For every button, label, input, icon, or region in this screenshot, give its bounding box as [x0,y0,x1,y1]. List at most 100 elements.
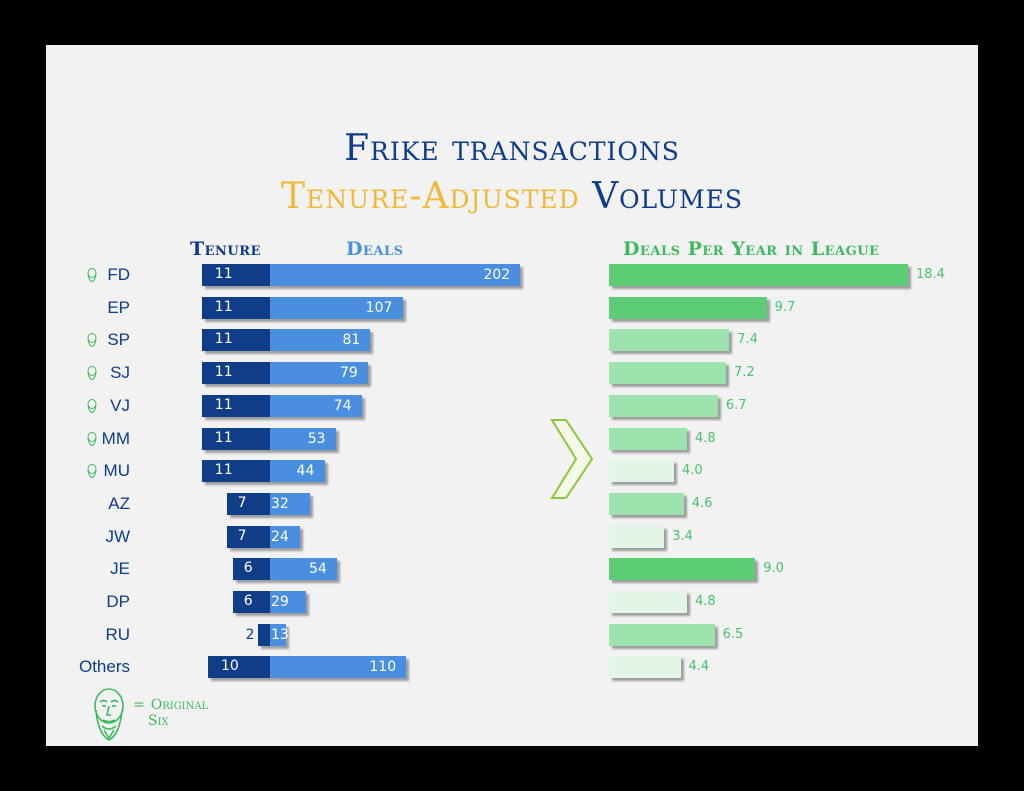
subtitle-highlight: Tenure-Adjusted [281,176,580,217]
category-label: DP [106,592,130,611]
deals-bar [270,525,300,548]
deals-per-year-value-label: 6.5 [722,626,744,642]
tenure-value-label: 7 [237,527,247,544]
deals-bar [270,296,403,319]
deals-per-year-bar [609,525,665,548]
deals-bar [270,362,368,385]
deals-per-year-bar [609,492,684,515]
tenure-bar [257,623,270,646]
deals-per-year-bar [609,460,674,483]
category-label: SJ [110,363,130,383]
deals-per-year-value-label: 6.7 [725,397,747,413]
deals-per-year-bar [609,394,718,417]
tenure-value-label: 7 [237,494,247,511]
tenure-value-label: 6 [243,593,253,609]
deals-bar [270,656,407,679]
tenure-value-label: 11 [214,396,233,413]
deals-bar [270,427,336,450]
deals-bar [270,591,306,613]
original-six-face-icon [87,333,97,348]
tenure-bar [226,492,270,515]
legend-line2: Six [148,713,169,729]
deals-bar [270,623,287,646]
tenure-bar [232,591,270,613]
tenure-value-label: 11 [214,298,233,315]
deals-value-label: 81 [342,332,361,349]
deals-bar [270,329,371,352]
tenure-bar [201,296,270,319]
deals-value-label: 53 [307,430,326,447]
legend-line1: Original [150,697,209,713]
deals-value-label: 44 [296,463,315,480]
tenure-bar [226,525,270,548]
category-label: JE [110,559,130,579]
tenure-value-label: 6 [243,560,253,577]
deals-bar [270,394,362,417]
deals-bar [270,460,325,483]
chart-title: Frike transactions [344,128,680,169]
category-label: AZ [108,493,130,513]
tenure-header: Tenure [190,238,261,260]
tenure-bar [201,329,270,352]
category-label: SP [107,330,130,350]
deals-per-year-value-label: 7.4 [737,332,758,348]
tenure-bar [201,427,270,450]
deals-value-label: 202 [483,267,511,283]
slide-background [46,45,978,746]
tenure-bar [201,460,270,483]
deals-per-year-bar [609,329,730,352]
original-six-face-icon [87,398,97,413]
category-label: JW [105,526,130,546]
tenure-value-label: 11 [214,429,233,446]
deals-per-year-value-label: 4.8 [695,430,716,446]
category-label: EP [107,297,130,317]
tenure-bar [201,264,270,286]
deals-per-year-value-label: 9.0 [763,561,784,577]
category-label: RU [105,624,130,644]
original-six-face-icon [87,464,97,479]
chart-subtitle: Tenure-Adjusted Volumes [0,176,1024,217]
tenure-value-label: 11 [214,266,233,282]
deals-bar [270,492,310,515]
deals-per-year-bar [609,591,687,613]
legend-equals: = [133,697,145,713]
tenure-value-label: 11 [214,331,233,348]
chevron-right-icon [550,419,594,499]
deals-value-label: 110 [369,659,397,676]
subtitle-rest: Volumes [592,176,743,217]
deals-per-year-bar [609,362,726,385]
tenure-value-label: 2 [245,626,255,643]
deals-value-label: 32 [271,495,289,512]
original-six-face-icon [87,268,97,282]
deals-per-year-value-label: 18.4 [916,267,945,282]
tenure-bar [208,656,270,679]
deals-value-label: 29 [271,594,289,610]
deals-per-year-bar [609,558,756,581]
deals-per-year-value-label: 7.2 [734,365,755,381]
deals-value-label: 107 [365,299,393,316]
tenure-bar [232,558,270,581]
deals-per-year-value-label: 9.7 [774,299,796,315]
deals-value-label: 74 [333,397,352,414]
category-label: Others [78,657,130,677]
deals-per-year-value-label: 4.6 [691,495,713,511]
category-label: FD [107,265,130,284]
deals-header: Deals [346,238,404,260]
original-six-face-icon [87,366,97,381]
legend-text: = Original Six [133,697,208,729]
deals-bar [270,264,521,286]
deals-value-label: 13 [271,626,289,643]
deals-per-year-value-label: 4.0 [682,463,703,479]
deals-per-year-value-label: 3.4 [672,528,693,544]
original-six-face-icon [87,431,97,446]
deals-per-year-bar [609,427,687,450]
deals-per-year-bar [609,623,715,646]
deals-per-year-bar [609,264,908,286]
tenure-bar [201,362,270,385]
deals-per-year-bar [609,296,767,319]
deals-value-label: 54 [308,561,327,578]
tenure-value-label: 10 [221,658,239,675]
deals-value-label: 24 [271,528,289,545]
deals-bar [270,558,337,581]
bearded-face-icon [94,688,124,741]
